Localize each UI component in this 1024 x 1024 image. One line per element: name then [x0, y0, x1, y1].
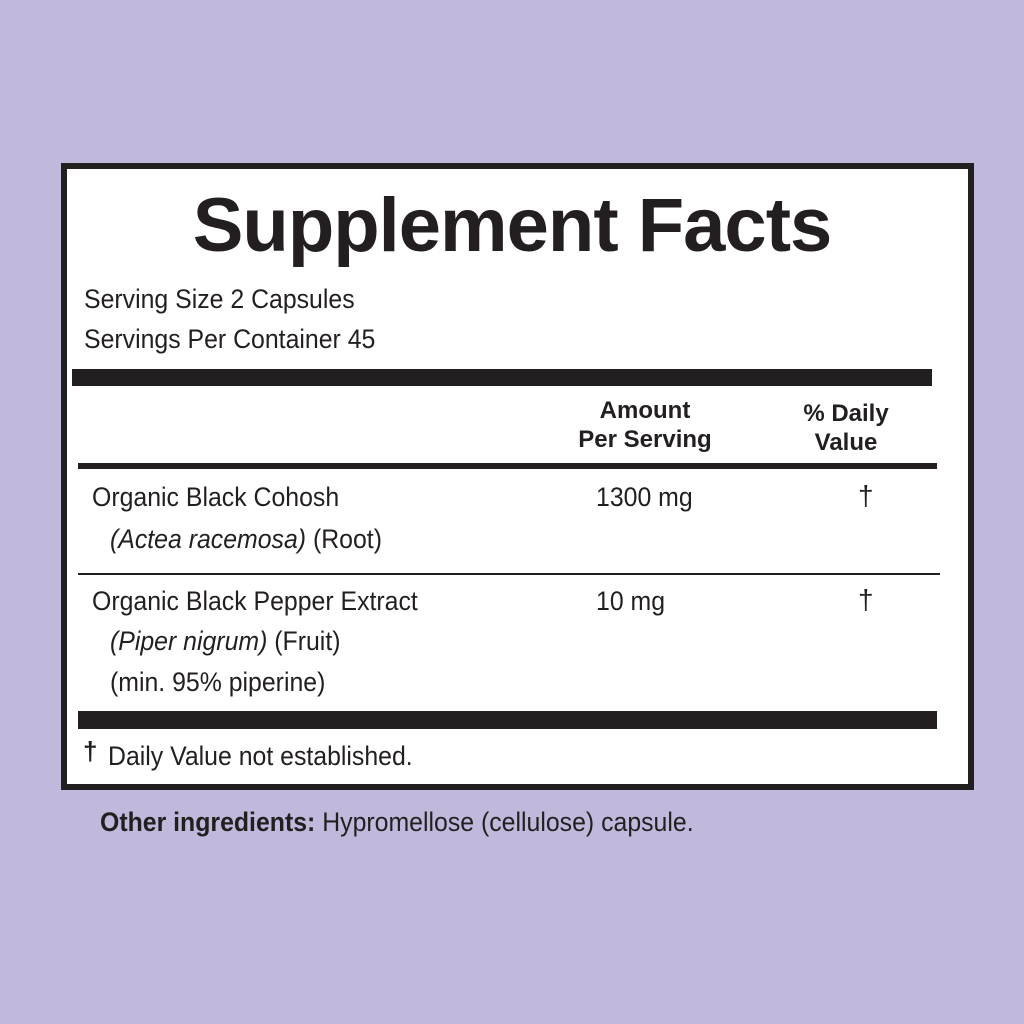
ingredient-name: Organic Black Cohosh [92, 482, 340, 512]
text: % Daily [803, 400, 889, 427]
text: Per Serving [578, 426, 712, 453]
ingredient-note: (min. 95% piperine) [110, 667, 326, 697]
servings-per-container: Servings Per Container 45 [84, 324, 376, 354]
thin-rule [78, 573, 940, 575]
ingredient-source: (Piper nigrum) (Fruit) [110, 626, 341, 657]
thick-rule [72, 369, 932, 386]
text: (Piper nigrum) [110, 626, 268, 656]
text: Other ingredients: [100, 807, 316, 837]
footnote: Daily Value not established. [108, 741, 413, 771]
text: (Root) [312, 524, 382, 554]
text: (Fruit) [274, 626, 341, 656]
title: Supplement Facts [192, 183, 833, 268]
text: Amount [599, 397, 691, 424]
text: Hypromellose (cellulose) capsule. [322, 807, 694, 837]
ingredient-source: (Actea racemosa) (Root) [110, 524, 382, 555]
text: Value [814, 429, 878, 456]
facts-panel [61, 163, 974, 790]
other-ingredients: Other ingredients: Hypromellose (cellulo… [100, 807, 694, 838]
daily-value: † [858, 584, 874, 615]
amount-header: Amount Per Serving [545, 396, 745, 454]
dv-header: % Daily Value [766, 399, 926, 457]
ingredient-name: Organic Black Pepper Extract [92, 586, 418, 616]
thick-rule [78, 711, 937, 729]
daily-value: † [858, 480, 874, 511]
amount: 10 mg [596, 586, 666, 616]
rule [78, 463, 937, 469]
footnote-symbol: † [83, 736, 98, 766]
amount: 1300 mg [596, 482, 693, 512]
text: (Actea racemosa) [110, 524, 307, 554]
serving-size: Serving Size 2 Capsules [84, 284, 355, 314]
